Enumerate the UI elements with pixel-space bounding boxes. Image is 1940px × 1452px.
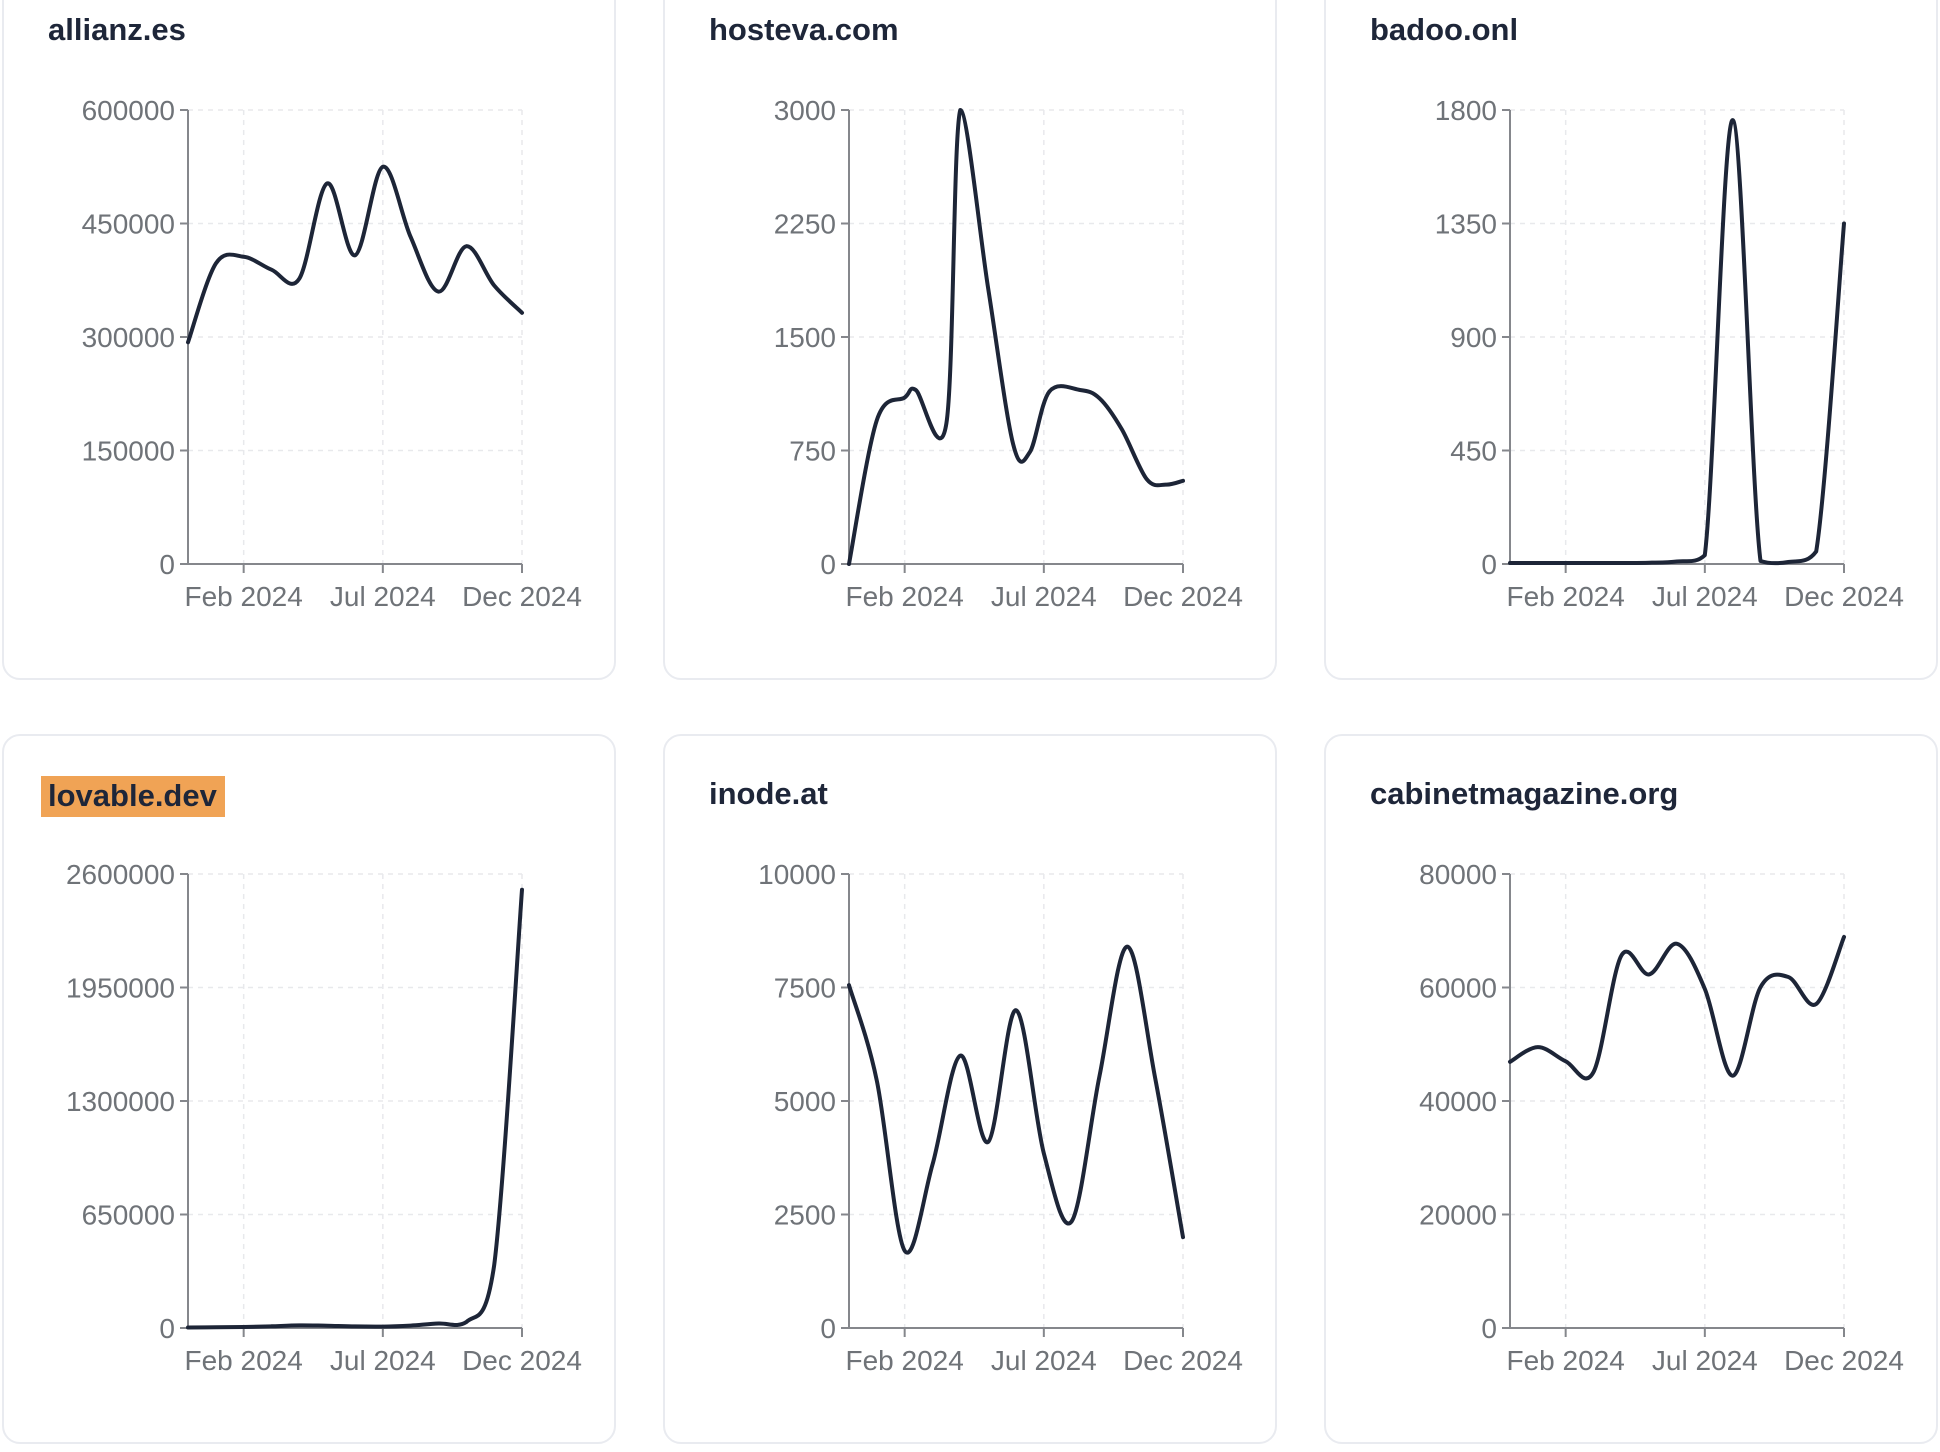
y-tick-label: 650000	[82, 1200, 175, 1231]
chart-card-hosteva[interactable]: hosteva.com 0 750 1500 2250 3000 Feb 2024 Jul …	[663, 0, 1277, 680]
y-tick-label: 10000	[758, 859, 836, 890]
y-tick-label: 750	[789, 436, 836, 467]
x-tick-label: Dec 2024	[462, 1345, 582, 1376]
chart-card-inode[interactable]: inode.at 0 2500 5000 7500 10000 Feb 2024 Jul 2…	[663, 734, 1277, 1444]
traffic-series-line	[186, 887, 524, 1330]
y-tick-label: 0	[159, 1313, 175, 1344]
x-tick-label: Dec 2024	[462, 581, 582, 612]
y-tick-label: 0	[1481, 1313, 1497, 1344]
y-tick-label: 450	[1450, 436, 1497, 467]
y-tick-label: 900	[1450, 322, 1497, 353]
y-tick-label: 1800	[1435, 95, 1497, 126]
domain-title: hosteva.com	[709, 12, 899, 47]
y-tick-label: 600000	[82, 95, 175, 126]
traffic-series-line	[1508, 118, 1846, 566]
x-tick-label: Dec 2024	[1784, 1345, 1904, 1376]
x-tick-label: Feb 2024	[185, 581, 303, 612]
chart-card-title: lovable.dev	[41, 776, 225, 817]
traffic-line-chart: 0 650000 1300000 1950000 2600000 Feb 2024 Jul …	[66, 859, 582, 1376]
y-tick-label: 1300000	[66, 1086, 175, 1117]
y-tick-label: 1350	[1435, 209, 1497, 240]
y-tick-label: 150000	[82, 436, 175, 467]
traffic-line-chart: 0 750 1500 2250 3000 Feb 2024 Jul 2024 Dec 2024	[774, 95, 1243, 612]
chart-card-lovable[interactable]: lovable.dev 0 650000 1300000 1950000 2600000…	[2, 734, 616, 1444]
x-tick-label: Jul 2024	[330, 1345, 436, 1376]
chart-card-title: allianz.es	[48, 12, 186, 48]
y-tick-label: 2600000	[66, 859, 175, 890]
chart-card-cabinetmagazine[interactable]: cabinetmagazine.org 0 20000 40000 60000 8000…	[1324, 734, 1938, 1444]
y-tick-label: 0	[1481, 549, 1497, 580]
y-tick-label: 300000	[82, 322, 175, 353]
domain-title: badoo.onl	[1370, 12, 1519, 47]
y-tick-label: 40000	[1419, 1086, 1497, 1117]
x-tick-label: Feb 2024	[846, 581, 964, 612]
traffic-series-line	[847, 944, 1185, 1255]
y-tick-label: 1500	[774, 322, 836, 353]
x-tick-label: Jul 2024	[991, 1345, 1097, 1376]
chart-card-title: cabinetmagazine.org	[1370, 776, 1678, 812]
x-tick-label: Jul 2024	[330, 581, 436, 612]
chart-card-title: inode.at	[709, 776, 828, 812]
domain-title: cabinetmagazine.org	[1370, 776, 1679, 811]
x-tick-label: Dec 2024	[1784, 581, 1904, 612]
traffic-line-chart: 0 150000 300000 450000 600000 Feb 2024 Jul 202…	[82, 95, 582, 612]
chart-card-title: hosteva.com	[709, 12, 899, 48]
traffic-series-line	[186, 164, 524, 345]
y-tick-label: 450000	[82, 209, 175, 240]
traffic-line-chart: 0 450 900 1350 1800 Feb 2024 Jul 2024 Dec 2024	[1435, 95, 1904, 612]
y-tick-label: 5000	[774, 1086, 836, 1117]
y-tick-label: 80000	[1419, 859, 1497, 890]
traffic-series-line	[847, 108, 1185, 566]
traffic-line-chart: 0 20000 40000 60000 80000 Feb 2024 Jul 2024 Dec…	[1419, 859, 1904, 1376]
y-tick-label: 60000	[1419, 973, 1497, 1004]
x-tick-label: Dec 2024	[1123, 581, 1243, 612]
y-tick-label: 2500	[774, 1200, 836, 1231]
x-tick-label: Jul 2024	[1652, 581, 1758, 612]
y-tick-label: 3000	[774, 95, 836, 126]
x-tick-label: Feb 2024	[846, 1345, 964, 1376]
y-tick-label: 20000	[1419, 1200, 1497, 1231]
x-tick-label: Feb 2024	[1507, 581, 1625, 612]
x-tick-label: Dec 2024	[1123, 1345, 1243, 1376]
chart-card-title: badoo.onl	[1370, 12, 1518, 48]
x-tick-label: Jul 2024	[991, 581, 1097, 612]
y-tick-label: 0	[820, 549, 836, 580]
domain-title-highlighted: lovable.dev	[41, 776, 225, 817]
x-tick-label: Jul 2024	[1652, 1345, 1758, 1376]
traffic-line-chart: 0 2500 5000 7500 10000 Feb 2024 Jul 2024 Dec 20…	[758, 859, 1243, 1376]
chart-card-badoo[interactable]: badoo.onl 0 450 900 1350 1800 Feb 2024 Jul 202…	[1324, 0, 1938, 680]
domain-title: inode.at	[709, 776, 828, 811]
x-tick-label: Feb 2024	[1507, 1345, 1625, 1376]
chart-card-allianz[interactable]: allianz.es 0 150000 300000 450000 600000 Feb …	[2, 0, 616, 680]
y-tick-label: 0	[820, 1313, 836, 1344]
domain-title: allianz.es	[48, 12, 186, 47]
y-tick-label: 7500	[774, 973, 836, 1004]
y-tick-label: 2250	[774, 209, 836, 240]
x-tick-label: Feb 2024	[185, 1345, 303, 1376]
y-tick-label: 0	[159, 549, 175, 580]
y-tick-label: 1950000	[66, 973, 175, 1004]
traffic-series-line	[1508, 935, 1846, 1081]
